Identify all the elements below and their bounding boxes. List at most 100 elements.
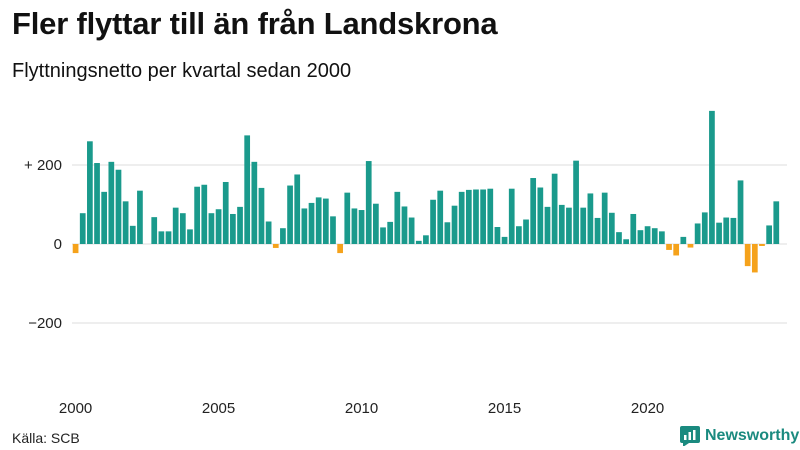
bars <box>72 110 780 273</box>
bar-2010K2 <box>365 161 372 244</box>
bar-2019K3 <box>630 213 637 244</box>
bar-2015K3 <box>516 226 522 244</box>
bar-2023K1 <box>730 217 737 244</box>
brand-logo[interactable]: Newsworthy <box>680 426 799 446</box>
bar-2002K4 <box>151 217 158 244</box>
bar-2022K3 <box>716 222 722 244</box>
bar-2020K3 <box>659 231 665 244</box>
bar-2012K4 <box>437 190 444 245</box>
y-tick-label: −200 <box>28 315 62 332</box>
bar-2023K2 <box>737 180 744 245</box>
bar-2003K3 <box>172 207 179 244</box>
y-tick-label: 0 <box>54 236 62 253</box>
bar-2014K3 <box>487 188 494 244</box>
bar-2024K2 <box>766 225 772 245</box>
bar-2016K3 <box>544 206 551 244</box>
bar-2006K2 <box>251 161 258 244</box>
bar-2009K2 <box>337 244 343 254</box>
bar-2016K1 <box>530 178 537 244</box>
bar-2015K1 <box>501 236 508 244</box>
bar-2010K1 <box>358 210 365 244</box>
bar-2013K3 <box>458 191 465 244</box>
bar-2003K4 <box>179 213 186 244</box>
bar-2022K1 <box>701 212 708 244</box>
bar-2001K1 <box>101 191 108 244</box>
bar-2012K3 <box>430 199 436 244</box>
bar-2020K4 <box>666 244 672 250</box>
bar-2011K3 <box>401 206 408 244</box>
bar-2009K4 <box>351 208 358 244</box>
bar-2004K1 <box>187 229 193 244</box>
bar-2009K3 <box>344 192 351 244</box>
bar-2024K1 <box>759 244 765 246</box>
bar-2006K3 <box>258 187 265 244</box>
bar-2019K1 <box>616 232 622 244</box>
bar-2018K2 <box>594 217 601 244</box>
bar-2020K2 <box>651 228 658 244</box>
bar-2022K2 <box>709 110 715 244</box>
bar-2011K4 <box>408 217 415 244</box>
bar-2021K3 <box>687 244 694 248</box>
bar-2011K2 <box>394 191 401 244</box>
bar-2013K1 <box>444 222 451 245</box>
bar-2004K4 <box>208 213 215 244</box>
bar-2022K4 <box>723 217 730 244</box>
bar-2010K4 <box>380 227 386 244</box>
bar-2018K3 <box>601 192 608 244</box>
bar-2024K3 <box>773 201 780 244</box>
x-tick-label: 2015 <box>488 400 521 417</box>
bar-2005K3 <box>230 213 236 244</box>
bar-2008K1 <box>301 208 308 244</box>
bar-2007K3 <box>287 185 293 244</box>
chart-subtitle: Flyttningsnetto per kvartal sedan 2000 <box>12 60 352 82</box>
gridlines <box>72 164 787 324</box>
bar-2015K2 <box>508 188 515 244</box>
bar-2023K4 <box>751 244 758 273</box>
bar-2007K2 <box>280 228 286 244</box>
bar-2017K1 <box>558 204 565 244</box>
bar-2002K1 <box>129 225 136 244</box>
bar-2000K3 <box>87 141 93 244</box>
bar-2001K4 <box>122 201 129 244</box>
bar-2007K4 <box>294 174 301 244</box>
bar-2007K1 <box>272 244 279 248</box>
bar-2013K4 <box>465 189 472 244</box>
bar-2004K3 <box>201 184 208 244</box>
bar-2000K2 <box>79 213 86 244</box>
bar-2003K2 <box>165 231 172 244</box>
bar-2004K2 <box>194 186 200 244</box>
bar-2003K1 <box>158 231 165 244</box>
source-note: Källa: SCB <box>12 430 80 446</box>
bar-2008K3 <box>315 197 322 244</box>
bar-2021K2 <box>680 236 687 244</box>
bar-2008K4 <box>322 198 329 244</box>
bar-chart: + 200 0 −200 2000 2005 2010 2015 2020 <box>24 110 787 417</box>
bar-2017K2 <box>566 207 572 244</box>
bar-2000K1 <box>72 244 79 254</box>
bar-2011K1 <box>387 221 394 244</box>
bar-2006K1 <box>244 135 251 245</box>
chart-title: Fler flyttar till än från Landskrona <box>12 6 498 41</box>
bar-2005K2 <box>222 181 229 245</box>
y-axis-ticks: + 200 0 −200 <box>24 157 62 332</box>
bar-2014K1 <box>473 189 479 244</box>
bar-2013K2 <box>451 205 458 245</box>
bar-2014K2 <box>480 189 486 244</box>
bar-2017K4 <box>580 207 587 244</box>
bar-2012K2 <box>423 235 429 244</box>
bar-2008K2 <box>308 202 315 244</box>
x-tick-label: 2010 <box>345 400 378 417</box>
bar-2023K3 <box>744 244 751 267</box>
bar-2000K4 <box>94 163 100 244</box>
brand-name: Newsworthy <box>705 427 800 444</box>
bar-2017K3 <box>573 160 579 244</box>
x-tick-label: 2020 <box>631 400 664 417</box>
bar-2015K4 <box>523 219 529 244</box>
bar-2006K4 <box>265 221 272 245</box>
bar-2018K4 <box>608 212 615 244</box>
bar-2016K4 <box>551 173 558 244</box>
bar-2019K4 <box>637 230 644 245</box>
bar-2014K4 <box>494 227 501 244</box>
bar-2021K1 <box>673 244 680 256</box>
bar-2001K2 <box>108 161 115 244</box>
